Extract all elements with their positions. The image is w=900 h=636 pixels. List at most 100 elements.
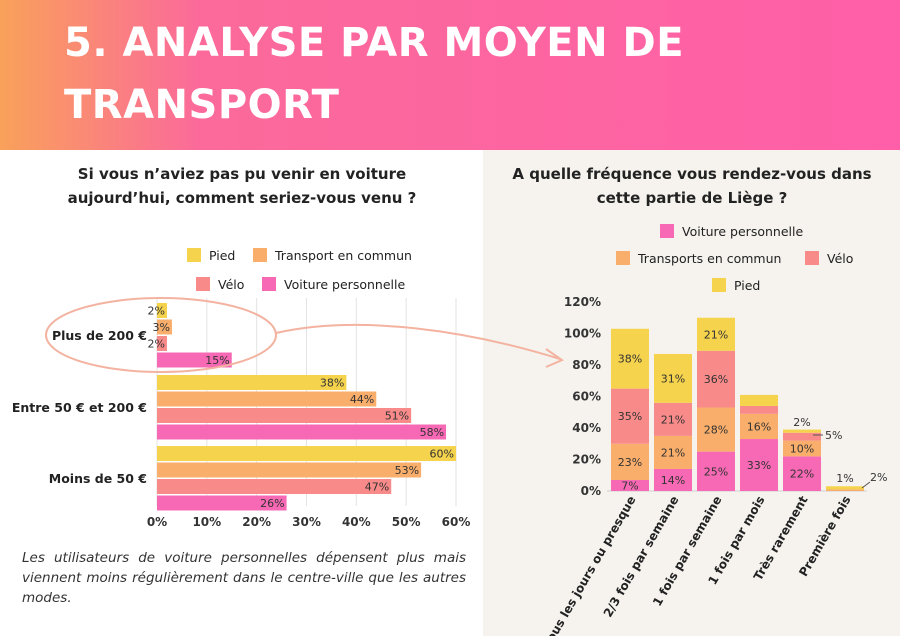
data-label: 51% [385,410,409,423]
data-label: 1% [836,472,853,485]
data-label: 28% [704,424,728,437]
bar-segment-tous-les-jours-ou-presque-velo [611,388,649,444]
legend-swatch [262,277,276,291]
legend-swatch [253,248,267,262]
legend-label: Voiture personnelle [682,224,803,239]
bar-segment-1-fois-par-semaine-transports-en-commun [697,407,735,452]
y-tick-label: 120% [564,295,601,309]
legend-swatch [616,251,630,265]
data-label: 31% [661,372,685,385]
bar-plus-de-200-velo [157,336,167,351]
footnote: Les utilisateurs de voiture personnelles… [22,550,466,606]
bar-segment-1-fois-par-mois-pied [740,394,778,406]
data-label: 14% [661,474,685,487]
bar-plus-de-200-voiture-personnelle [157,352,232,368]
bar-segment-premiere-fois-transports-en-commun [826,489,864,491]
bar-moins-de-50-velo [157,479,392,494]
x-tick-label: 30% [292,515,321,529]
legend-label: Pied [734,278,760,293]
bar-segment-tous-les-jours-ou-presque-transports-en-commun [611,443,649,480]
data-label: 15% [205,354,229,367]
y-tick-label: 0% [581,484,601,498]
bar-entre-50-et-200-voiture-personnelle [157,424,447,440]
bar-entre-50-et-200-transport-en-commun [157,391,377,407]
category-label: Plus de 200 € [52,328,147,343]
data-label: 16% [747,420,771,433]
data-label: 21% [661,446,685,459]
y-tick-label: 20% [572,453,601,467]
x-tick-label: 60% [442,515,471,529]
data-label: 25% [704,465,728,478]
data-label: 21% [704,328,728,341]
legend-swatch [196,277,210,291]
bar-segment-2-3-fois-par-semaine-voiture-personnelle [654,468,692,491]
bar-segment-tres-rarement-velo [783,432,821,441]
x-tick-label: 40% [342,515,371,529]
data-label: 10% [790,442,814,455]
bar-segment-tres-rarement-voiture-personnelle [783,456,821,491]
bar-segment-premiere-fois-pied [826,486,864,490]
right-chart-title: A quelle fréquence vous rendez-vous dans… [512,165,872,207]
bar-entre-50-et-200-velo [157,408,412,423]
x-tick-label: 20% [242,515,271,529]
data-label: 26% [260,497,284,510]
leader-line [861,481,871,489]
data-label: 35% [618,410,642,423]
bar-segment-1-fois-par-semaine-velo [697,350,735,408]
data-label: 47% [365,481,389,494]
category-label: Entre 50 € et 200 € [12,400,147,415]
data-label: 5% [825,429,842,442]
data-label: 22% [790,468,814,481]
bar-moins-de-50-pied [157,446,456,461]
legend-label: Vélo [218,277,244,292]
category-label: 2/3 fois par semaine [601,494,682,620]
legend-label: Vélo [827,251,853,266]
bar-segment-1-fois-par-semaine-voiture-personnelle [697,451,735,491]
data-label: 2% [793,416,810,429]
x-tick-label: 10% [192,515,221,529]
data-label: 36% [704,373,728,386]
arrow-head [545,348,565,368]
bar-moins-de-50-transport-en-commun [157,462,422,478]
left-chart-title: Si vous n’aviez pas pu venir en voiture … [67,165,417,207]
data-label: 60% [430,448,454,461]
header-banner: 5. ANALYSE PAR MOYEN DE TRANSPORT [0,0,900,150]
bar-plus-de-200-transport-en-commun [157,319,172,335]
legend-label: Pied [209,248,235,263]
legend-swatch [187,248,201,262]
bar-segment-2-3-fois-par-semaine-transports-en-commun [654,435,692,469]
y-tick-label: 80% [572,358,601,372]
bar-entre-50-et-200-pied [157,375,347,390]
data-label: 33% [747,459,771,472]
data-label: 53% [395,464,419,477]
bar-segment-tres-rarement-pied [783,429,821,433]
data-label: 58% [420,426,444,439]
bar-plus-de-200-pied [157,303,167,318]
legend-label: Voiture personnelle [284,277,405,292]
data-label: 21% [661,413,685,426]
category-label: Moins de 50 € [49,471,147,486]
data-label: 38% [618,353,642,366]
x-tick-label: 0% [147,515,167,529]
bar-segment-1-fois-par-semaine-pied [697,317,735,351]
legend-label: Transport en commun [274,248,412,263]
data-label: 7% [621,479,638,492]
category-label: Tous les jours ou presque [540,494,638,636]
bar-segment-tres-rarement-transports-en-commun [783,440,821,457]
data-label: 23% [618,456,642,469]
y-tick-label: 40% [572,421,601,435]
bar-segment-1-fois-par-mois-velo [740,405,778,414]
data-label: 44% [350,393,374,406]
page-title: 5. ANALYSE PAR MOYEN DE TRANSPORT [64,20,685,128]
bar-moins-de-50-voiture-personnelle [157,495,287,511]
arrow-line [275,323,561,360]
left-bar-chart: 0% 10% 20% 30% 40% 50% 60% Pied Transport en com… [12,248,565,529]
x-tick-label: 50% [392,515,421,529]
y-tick-label: 60% [572,390,601,404]
right-stacked-bar-chart: 0% 20% 40% 60% 80% 100% 120% Voiture personnell… [540,224,887,636]
legend-label: Transports en commun [637,251,781,266]
data-label: 38% [320,377,344,390]
data-label: 3% [152,321,169,334]
data-label: 2% [148,338,165,351]
y-tick-label: 100% [564,327,601,341]
